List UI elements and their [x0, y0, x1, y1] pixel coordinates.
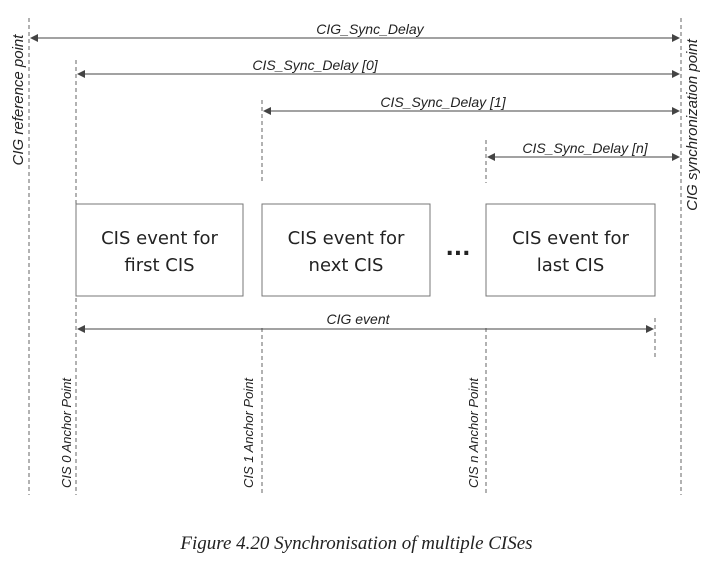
- figure-caption: Figure 4.20 Synchronisation of multiple …: [180, 533, 533, 554]
- cis0-anchor-point-label: CIS 0 Anchor Point: [59, 377, 74, 488]
- cis-event-box-last-line2: last CIS: [537, 255, 605, 276]
- cis-sync-delay-n-label: CIS_Sync_Delay [n]: [522, 140, 648, 156]
- cis-event-box-next-line1: CIS event for: [288, 228, 405, 249]
- cis-sync-delay-1-label: CIS_Sync_Delay [1]: [380, 94, 506, 110]
- cis-sync-delay-0-label: CIS_Sync_Delay [0]: [252, 57, 378, 73]
- cis-event-box-last-line1: CIS event for: [512, 228, 629, 249]
- cig-event-label: CIG event: [326, 311, 390, 327]
- cig-synchronization-point-label: CIG synchronization point: [684, 38, 701, 211]
- cis-event-box-last: [485, 203, 656, 297]
- cig-sync-delay-label: CIG_Sync_Delay: [316, 21, 424, 37]
- cis-event-box-first-line2: first CIS: [124, 255, 194, 276]
- cig-reference-point-label: CIG reference point: [10, 34, 27, 166]
- cis-event-box-first-line1: CIS event for: [101, 228, 218, 249]
- cis-event-box-next: [261, 203, 431, 297]
- cisn-anchor-point-label: CIS n Anchor Point: [466, 377, 481, 488]
- cis-event-box-first: [75, 203, 244, 297]
- ellipsis: ...: [445, 236, 470, 261]
- cis1-anchor-point-label: CIS 1 Anchor Point: [241, 377, 256, 488]
- cis-event-box-next-line2: next CIS: [309, 255, 384, 276]
